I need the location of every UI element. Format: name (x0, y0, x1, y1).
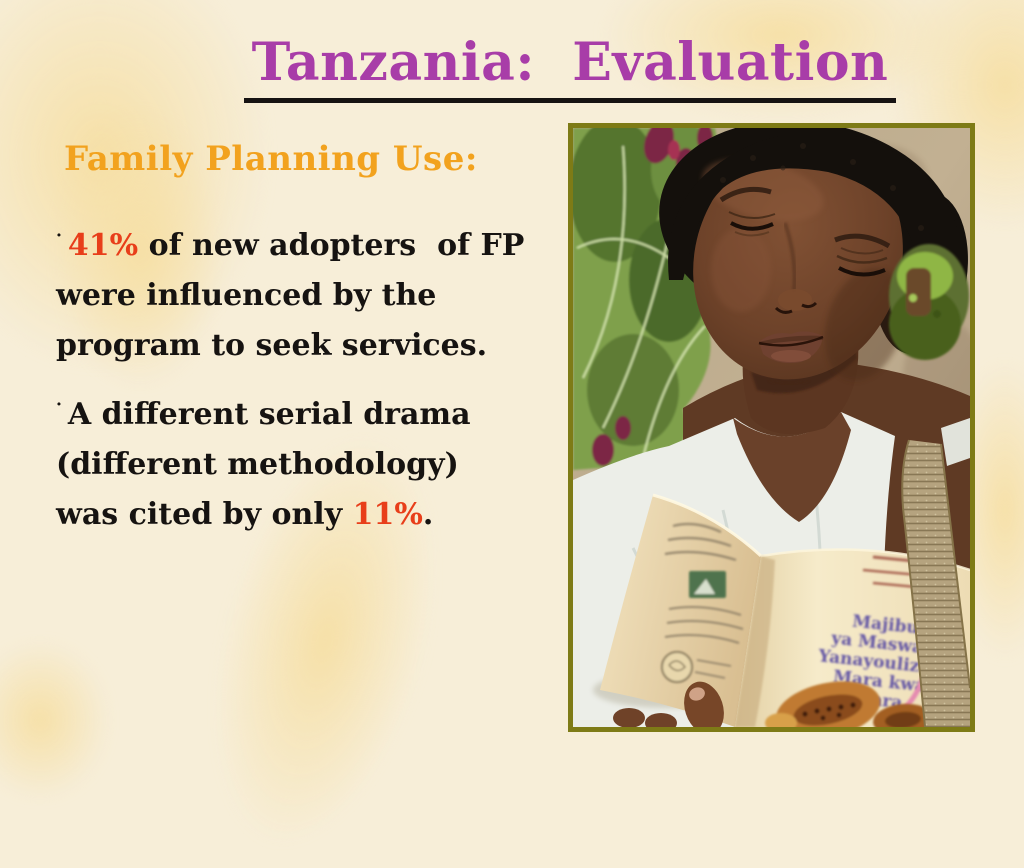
booklet-left-page (600, 495, 761, 727)
booklet-left-content (661, 522, 744, 683)
bullet-point-2: · A different serial drama (different met… (56, 380, 576, 540)
hair-front (668, 131, 961, 356)
papaya-illustration (765, 681, 933, 727)
bullet-list: · 41% of new adopters of FP were influenc… (56, 211, 576, 540)
section-heading: Family Planning Use: (64, 139, 478, 179)
stat-41-percent: 41% (67, 228, 139, 263)
photo-illustration: Majibu ya Maswali Yanayoulizwa Mara kwa … (573, 128, 970, 727)
right-eye (838, 266, 886, 277)
bullet-1-text: of new adopters of FP were influenced by… (56, 228, 525, 363)
bullet-2-period: . (422, 497, 434, 532)
map-watermark (0, 640, 110, 800)
bag-strap (901, 439, 970, 727)
bullet-dot: · (56, 226, 62, 246)
slide-title: Tanzania: Evaluation (243, 34, 897, 104)
stat-11-percent: 11% (352, 497, 423, 532)
foliage-right (889, 244, 969, 360)
facial-features (719, 186, 891, 386)
bullet-2-text: A different serial drama (different meth… (56, 397, 471, 532)
left-eye (730, 221, 774, 231)
bullet-point-1: · 41% of new adopters of FP were influenc… (56, 211, 576, 371)
chest (733, 412, 851, 522)
hand (613, 681, 724, 727)
photo-woman-reading-booklet: Majibu ya Maswali Yanayoulizwa Mara kwa … (568, 123, 975, 732)
stamp-icon (661, 651, 693, 683)
bullet-dot: · (56, 395, 62, 415)
title-row: Tanzania: Evaluation (0, 34, 1024, 104)
